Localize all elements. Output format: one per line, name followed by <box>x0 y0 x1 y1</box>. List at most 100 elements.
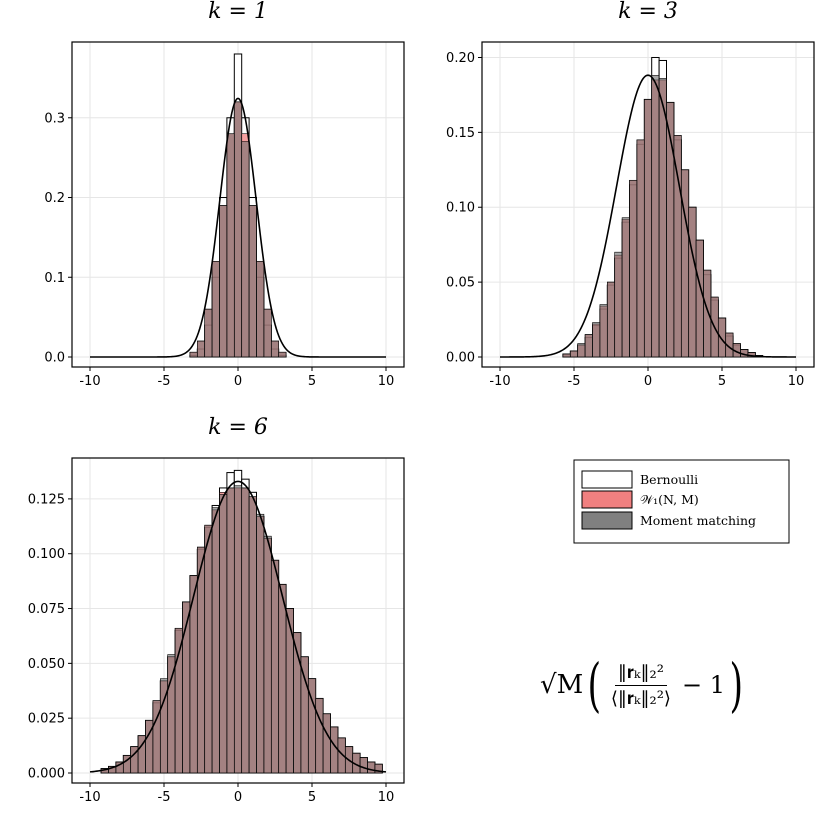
bar-moment <box>211 261 220 358</box>
legend-label-w1: 𝒲₁(N, M) <box>640 492 699 507</box>
bar-moment <box>651 75 660 358</box>
x-tick-label: -10 <box>79 790 100 805</box>
bar-moment <box>226 487 235 774</box>
bar-moment <box>577 343 586 358</box>
x-tick-label: 5 <box>308 790 316 805</box>
bar-moment <box>248 496 257 774</box>
density-curve <box>89 480 387 773</box>
x-tick-label: 10 <box>788 374 805 389</box>
x-tick-label: 10 <box>378 374 395 389</box>
bar-moment <box>278 584 287 774</box>
x-tick-label: -10 <box>79 374 100 389</box>
bar-moment <box>717 317 726 358</box>
formula-right-paren: ) <box>729 651 744 719</box>
bar-moment <box>197 546 206 774</box>
formula-left-paren: ( <box>587 651 602 719</box>
legend-label-bernoulli: Bernoulli <box>640 472 698 487</box>
y-tick-label: 0.075 <box>28 602 65 617</box>
y-tick-label: 0.15 <box>446 126 475 141</box>
bar-moment <box>688 206 697 358</box>
bar-moment <box>234 101 243 358</box>
bar-moment <box>562 353 571 358</box>
y-tick-label: 0.2 <box>44 191 65 206</box>
x-tick-label: 5 <box>718 374 726 389</box>
x-tick-label: 10 <box>378 790 395 805</box>
panel-k6: -10 -5 0 5 10 0.000 0.025 0.050 0.075 0.100 0.125 k… <box>28 415 405 805</box>
x-tick-label: -10 <box>489 374 510 389</box>
bar-moment <box>359 757 368 774</box>
x-tick-label: -5 <box>158 790 171 805</box>
legend-swatch-moment <box>581 511 633 530</box>
x-tick-label: -5 <box>158 374 171 389</box>
bar-moment <box>263 308 272 358</box>
y-tick-label: 0.05 <box>446 276 475 291</box>
y-tick-label: 0.1 <box>44 271 65 286</box>
bar-moment <box>584 334 593 358</box>
bar-moment <box>695 239 704 358</box>
y-tick-label: 0.3 <box>44 111 65 126</box>
panel-title: k = 1 <box>208 0 268 24</box>
bar-moment <box>241 141 250 358</box>
formula-minus-one: − 1 <box>681 671 725 699</box>
bar-moment <box>330 726 339 774</box>
bar-moment <box>204 308 213 358</box>
formula-denominator: ⟨‖𝐫ₖ‖₂²⟩ <box>610 687 671 709</box>
formula-numerator: ‖𝐫ₖ‖₂² <box>614 662 667 686</box>
legend: Bernoulli 𝒲₁(N, M) Moment matching <box>573 459 790 544</box>
bar-moment <box>315 698 324 774</box>
bar-moment <box>270 559 279 774</box>
bar-moment <box>204 524 213 774</box>
x-tick-label: 0 <box>234 374 242 389</box>
normalization-formula: √M ( ‖𝐫ₖ‖₂² ⟨‖𝐫ₖ‖₂²⟩ − 1 ) <box>540 640 800 730</box>
bar-moment <box>374 763 383 774</box>
legend-swatch-w1 <box>581 490 633 509</box>
bar-moment <box>241 487 250 774</box>
panel-title: k = 3 <box>618 0 678 24</box>
formula-fraction: ‖𝐫ₖ‖₂² ⟨‖𝐫ₖ‖₂²⟩ <box>608 662 674 709</box>
bar-moment <box>300 656 309 774</box>
density-curve <box>500 74 796 358</box>
y-tick-label: 0.00 <box>446 351 475 366</box>
bar-moment <box>367 761 376 774</box>
x-tick-label: 0 <box>644 374 652 389</box>
y-tick-label: 0.10 <box>446 201 475 216</box>
x-tick-label: 5 <box>308 374 316 389</box>
y-tick-label: 0.20 <box>446 51 475 66</box>
formula-sqrt-m: √M <box>540 670 584 700</box>
bar-moment <box>256 261 265 358</box>
bar-moment <box>197 340 206 358</box>
y-tick-label: 0.000 <box>28 767 65 782</box>
bar-moment <box>658 78 667 358</box>
bar-moment <box>219 205 228 358</box>
bar-moment <box>219 494 228 774</box>
legend-label-moment: Moment matching <box>640 513 756 528</box>
bar-moment <box>636 139 645 358</box>
density-curve <box>90 97 386 358</box>
y-tick-label: 0.050 <box>28 657 65 672</box>
bar-moment <box>256 513 265 774</box>
bar-moment <box>606 281 615 358</box>
y-tick-label: 0.0 <box>44 351 65 366</box>
bar-moment <box>629 179 638 358</box>
y-tick-label: 0.025 <box>28 712 65 727</box>
panel-k1: -10 -5 0 5 10 0.0 0.1 0.2 0.3 k = 1 <box>44 0 405 389</box>
bar-moment <box>234 485 243 774</box>
bar-moment <box>673 135 682 358</box>
bar-moment <box>322 713 331 774</box>
panel-k3: -10 -5 0 5 10 0.00 0.05 0.10 0.15 0.20 k = 3 <box>446 0 815 389</box>
bar-moment <box>569 350 578 358</box>
bar-moment <box>643 99 652 358</box>
bar-moment <box>270 340 279 358</box>
bar-moment <box>621 217 630 358</box>
bar-moment <box>248 205 257 358</box>
bar-moment <box>614 251 623 358</box>
y-tick-label: 0.125 <box>28 492 65 507</box>
y-tick-label: 0.100 <box>28 547 65 562</box>
bar-moment <box>703 269 712 358</box>
bar-moment <box>226 133 235 358</box>
bar-moment <box>263 535 272 774</box>
bar-moment <box>592 322 601 358</box>
legend-swatch-bernoulli <box>581 470 633 489</box>
x-tick-label: -5 <box>568 374 581 389</box>
